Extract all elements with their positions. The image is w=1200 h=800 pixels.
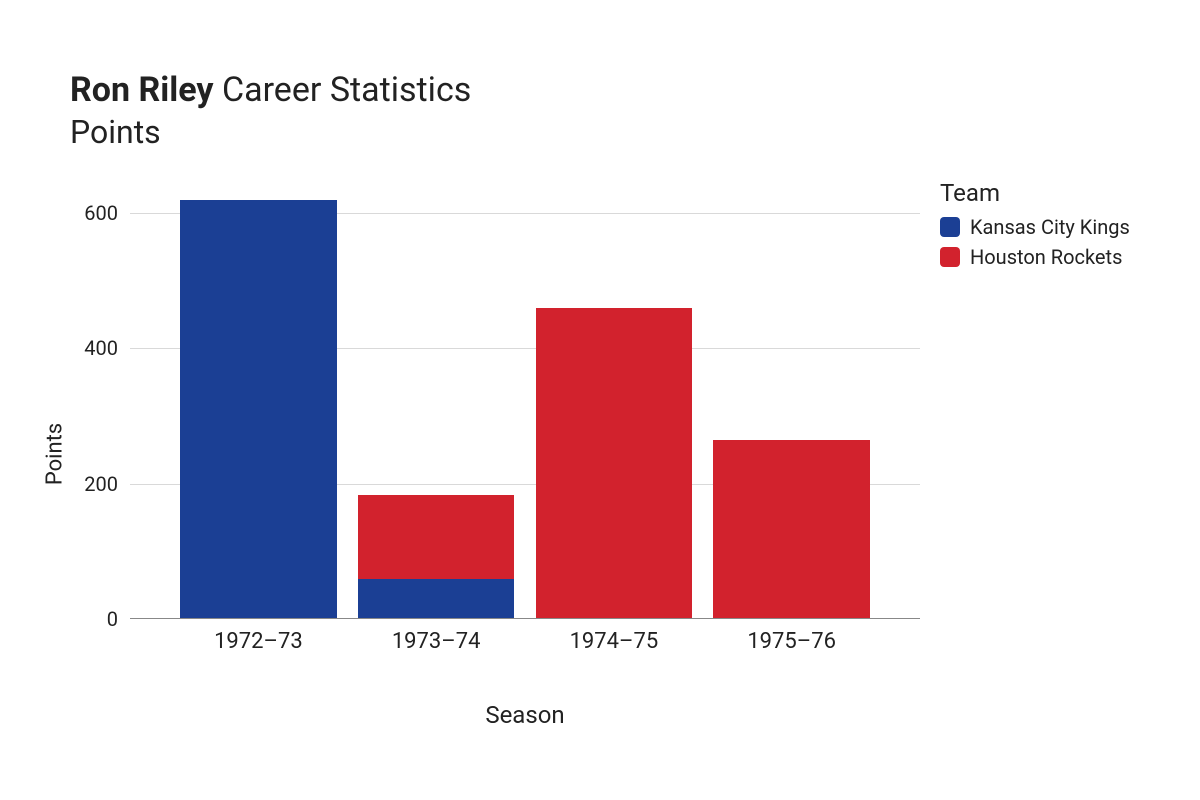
x-tick-label: 1973–74: [392, 629, 481, 654]
x-axis-label: Season: [130, 701, 920, 729]
bar-group: [358, 494, 514, 619]
bar-segment: [358, 494, 514, 579]
legend-label: Houston Rockets: [970, 245, 1122, 269]
y-tick-label: 0: [107, 607, 118, 631]
x-tick-labels: 1972–73 1973–74 1974–75 1975–76: [130, 619, 920, 653]
chart-title-line2: Points: [70, 113, 1160, 151]
plot-area: 0200400600: [130, 179, 920, 619]
chart-title-line1: Ron Riley Career Statistics: [70, 70, 1160, 111]
y-tick-label: 400: [84, 336, 118, 360]
bar-segment: [358, 579, 514, 620]
bar-group: [713, 440, 869, 619]
x-tick-label: 1974–75: [570, 629, 659, 654]
legend-label: Kansas City Kings: [970, 215, 1130, 239]
y-tick-label: 200: [84, 472, 118, 496]
legend: Team Kansas City Kings Houston Rockets: [940, 179, 1130, 275]
bar-segment: [180, 200, 336, 620]
legend-item: Houston Rockets: [940, 245, 1130, 269]
legend-item: Kansas City Kings: [940, 215, 1130, 239]
legend-swatch: [940, 247, 960, 267]
page: Ron Riley Career Statistics Points NBAst…: [0, 0, 1200, 800]
y-axis-label: Points: [43, 423, 68, 485]
legend-title: Team: [940, 179, 1130, 207]
bar-segment: [713, 440, 869, 619]
bar-group: [180, 200, 336, 620]
x-tick-label: 1972–73: [214, 629, 303, 654]
chart-area: NBAstats.pro Source: NBA Data API Points…: [70, 179, 1160, 729]
legend-swatch: [940, 217, 960, 237]
x-tick-label: 1975–76: [747, 629, 836, 654]
bars-container: [130, 179, 920, 619]
player-name: Ron Riley: [70, 70, 214, 110]
bar-group: [536, 308, 692, 619]
title-suffix: Career Statistics: [222, 70, 471, 110]
y-tick-label: 600: [84, 201, 118, 225]
bar-segment: [536, 308, 692, 619]
